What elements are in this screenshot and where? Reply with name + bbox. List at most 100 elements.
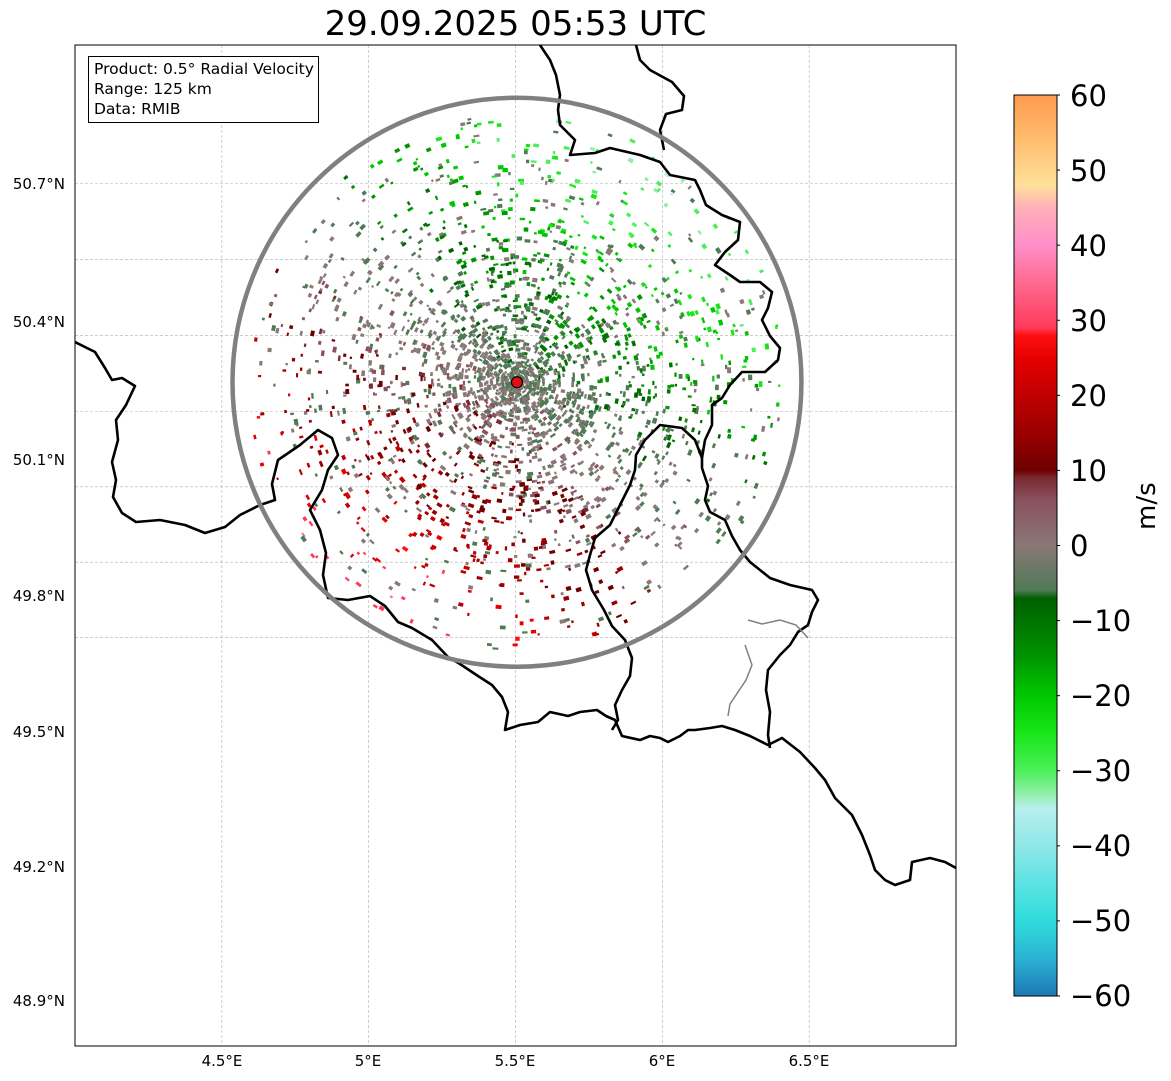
velocity-echo-bin [578, 420, 584, 427]
velocity-echo-bin [436, 335, 442, 342]
colorbar-tick-label: −60 [1070, 979, 1132, 1013]
velocity-echo-bin [526, 329, 530, 333]
velocity-echo-bin [530, 206, 536, 212]
velocity-echo-bin [365, 455, 371, 461]
velocity-echo-bin [415, 507, 422, 513]
velocity-echo-bin [360, 538, 367, 544]
velocity-echo-bin [439, 174, 445, 179]
velocity-echo-bin [647, 389, 651, 395]
velocity-echo-bin [490, 255, 495, 261]
velocity-echo-bin [301, 316, 306, 321]
velocity-echo-bin [580, 201, 585, 206]
velocity-echo-bin [506, 372, 511, 378]
velocity-echo-bin [561, 335, 566, 340]
velocity-echo-bin [392, 454, 397, 459]
velocity-echo-bin [518, 496, 523, 500]
velocity-echo-bin [452, 605, 458, 610]
velocity-echo-bin [456, 215, 463, 221]
velocity-echo-bin [495, 391, 499, 396]
velocity-echo-bin [448, 455, 453, 460]
velocity-echo-bin [341, 454, 347, 461]
velocity-echo-bin [614, 478, 620, 483]
velocity-echo-bin [485, 411, 491, 416]
velocity-echo-bin [545, 358, 550, 363]
velocity-echo-bin [465, 404, 471, 411]
velocity-echo-bin [460, 569, 467, 574]
velocity-echo-bin [742, 378, 745, 382]
velocity-echo-bin [303, 343, 307, 348]
velocity-echo-bin [611, 506, 619, 514]
velocity-echo-bin [280, 431, 283, 436]
velocity-echo-bin [690, 381, 693, 386]
velocity-echo-bin [687, 293, 693, 300]
velocity-echo-bin [471, 541, 478, 547]
colorbar-tick-label: −40 [1070, 829, 1132, 863]
velocity-echo-bin [481, 332, 488, 339]
velocity-echo-bin [532, 361, 538, 367]
velocity-echo-bin [679, 314, 684, 318]
velocity-echo-bin [485, 270, 489, 274]
velocity-echo-bin [437, 165, 444, 170]
velocity-echo-bin [530, 629, 537, 634]
velocity-echo-bin [470, 282, 475, 287]
velocity-echo-bin [650, 293, 654, 298]
velocity-echo-bin [480, 434, 485, 439]
velocity-echo-bin [458, 352, 463, 358]
velocity-echo-bin [471, 423, 476, 428]
velocity-echo-bin [727, 428, 732, 434]
velocity-echo-bin [541, 480, 546, 484]
velocity-echo-bin [642, 491, 648, 498]
velocity-echo-bin [751, 347, 756, 353]
velocity-echo-bin [477, 441, 483, 446]
velocity-echo-bin [680, 525, 685, 530]
velocity-echo-bin [347, 565, 353, 571]
velocity-echo-bin [708, 477, 713, 482]
velocity-echo-bin [488, 324, 493, 329]
velocity-echo-bin [530, 358, 535, 362]
velocity-echo-bin [587, 394, 592, 401]
velocity-echo-bin [290, 412, 295, 416]
velocity-echo-bin [457, 602, 464, 607]
velocity-echo-bin [372, 247, 378, 253]
velocity-echo-bin [662, 408, 666, 414]
velocity-echo-bin [496, 305, 501, 310]
velocity-echo-bin [477, 519, 484, 524]
velocity-echo-bin [496, 203, 503, 209]
velocity-echo-bin [431, 378, 434, 385]
colorbar-tick-label: −20 [1070, 679, 1132, 713]
velocity-echo-bin [449, 178, 454, 182]
velocity-echo-bin [704, 515, 712, 522]
velocity-echo-bin [641, 455, 648, 462]
velocity-echo-bin [643, 584, 650, 591]
velocity-echo-bin [525, 421, 529, 424]
velocity-echo-bin [391, 298, 396, 303]
velocity-echo-bin [494, 438, 500, 442]
velocity-echo-bin [607, 220, 614, 226]
velocity-echo-bin [454, 367, 459, 370]
velocity-echo-bin [308, 404, 312, 409]
velocity-echo-bin [523, 392, 530, 399]
velocity-echo-bin [477, 453, 483, 458]
velocity-echo-bin [435, 319, 440, 324]
velocity-echo-bin [510, 253, 516, 257]
velocity-echo-bin [583, 292, 589, 298]
velocity-echo-bin [584, 423, 589, 428]
velocity-echo-bin [542, 406, 550, 414]
velocity-echo-bin [306, 369, 310, 375]
velocity-echo-bin [691, 403, 696, 407]
velocity-echo-bin [489, 402, 496, 409]
velocity-echo-bin [437, 249, 443, 254]
velocity-echo-bin [352, 428, 356, 433]
velocity-echo-bin [594, 477, 600, 483]
velocity-echo-bin [495, 550, 499, 555]
velocity-echo-bin [466, 121, 472, 125]
velocity-echo-bin [656, 187, 661, 193]
velocity-echo-bin [502, 313, 507, 317]
velocity-echo-bin [478, 434, 484, 440]
velocity-echo-bin [502, 239, 508, 243]
velocity-echo-bin [497, 274, 504, 279]
velocity-echo-bin [641, 384, 645, 387]
velocity-echo-bin [635, 495, 641, 501]
velocity-echo-bin [452, 386, 457, 393]
velocity-echo-bin [301, 532, 306, 538]
